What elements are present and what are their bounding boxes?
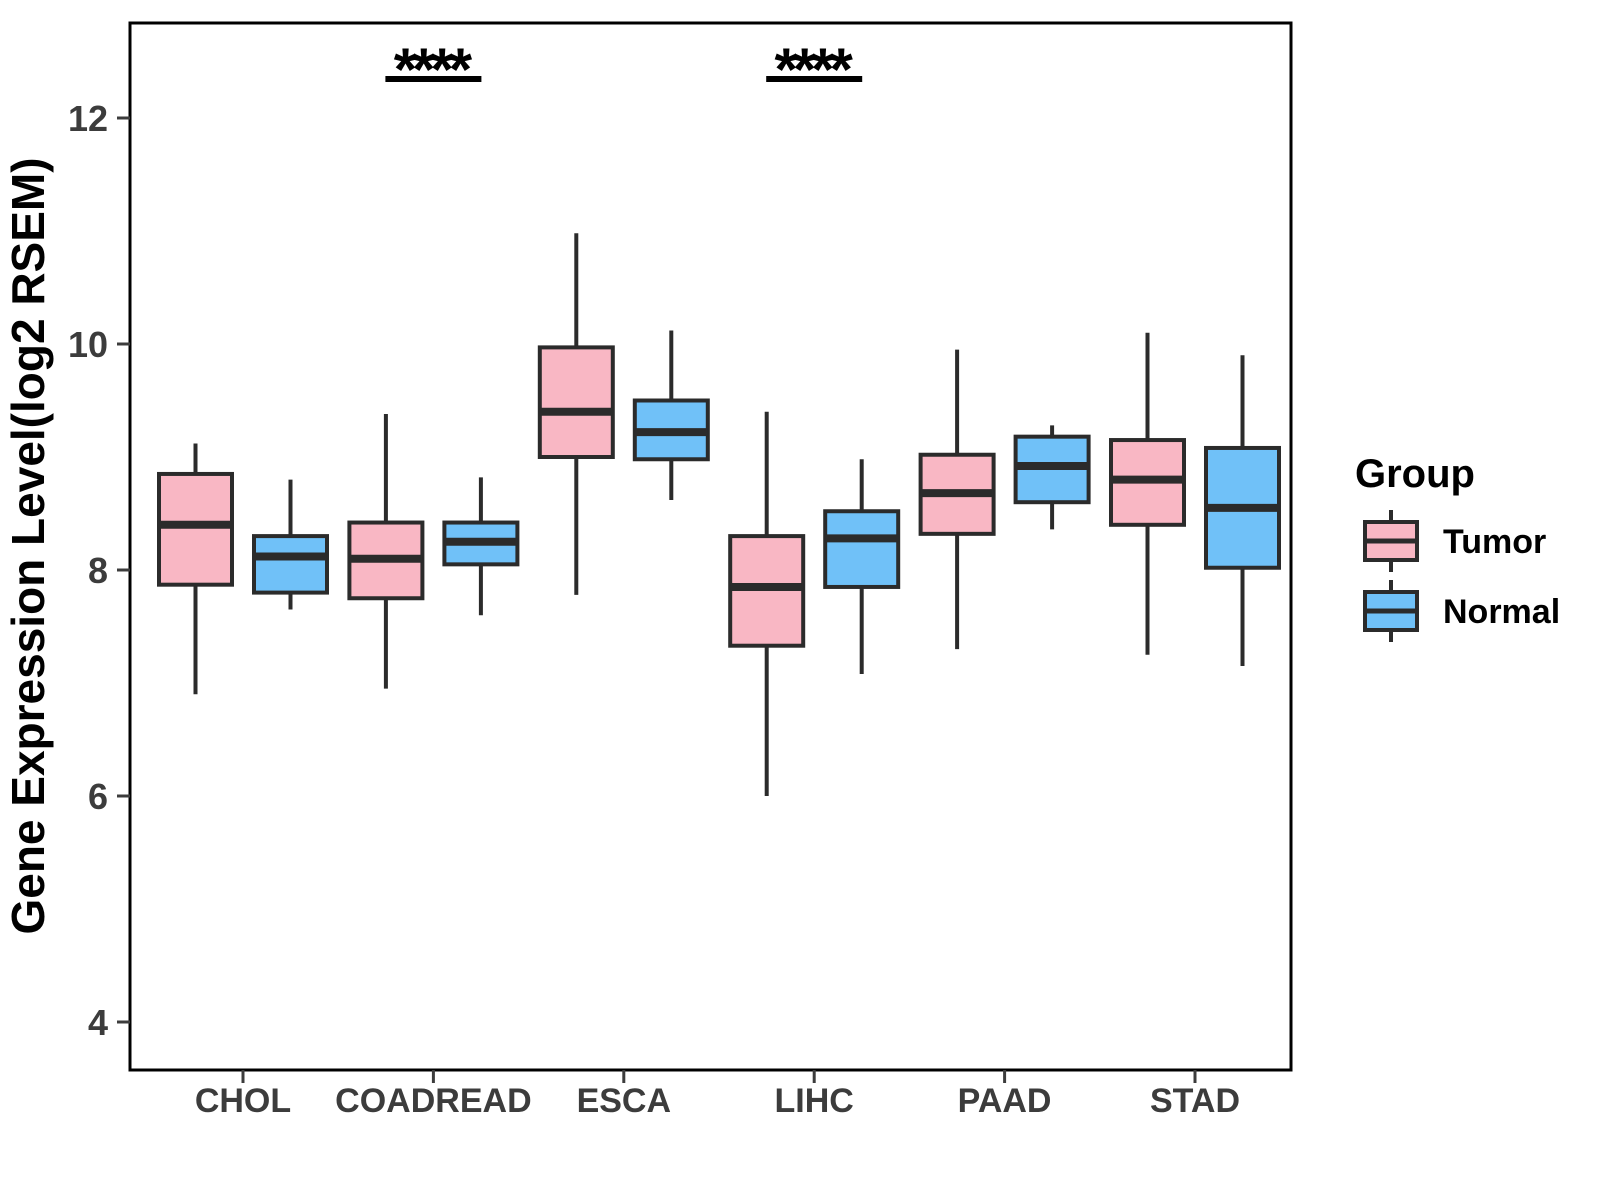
- iqr-box: [157, 471, 234, 587]
- iqr-box: [537, 345, 615, 460]
- y-tick-label: 10: [68, 324, 108, 365]
- y-tick-label: 6: [88, 776, 108, 817]
- significance-lihc: ****: [766, 36, 863, 103]
- x-tick-label-paad: PAAD: [958, 1082, 1052, 1120]
- box-normal-paad: [1013, 425, 1091, 530]
- x-tick-label-coadread: COADREAD: [335, 1082, 531, 1120]
- significance-bar: [766, 76, 863, 82]
- y-tick-label: 12: [68, 98, 108, 139]
- x-tick-label-esca: ESCA: [577, 1082, 671, 1120]
- box-normal-esca: [632, 330, 710, 500]
- box-normal-stad: [1204, 355, 1281, 667]
- significance-stars: ****: [774, 36, 853, 103]
- legend-label-normal: Normal: [1443, 593, 1560, 631]
- x-tick-label-chol: CHOL: [195, 1082, 291, 1120]
- x-tick-label-stad: STAD: [1150, 1082, 1240, 1120]
- legend-key-tumor: [1363, 510, 1419, 572]
- box-tumor-esca: [537, 233, 615, 595]
- y-tick-label: 4: [88, 1002, 108, 1043]
- x-tick-label-lihc: LIHC: [775, 1082, 854, 1120]
- panel-border: [128, 21, 1293, 1072]
- y-axis-title: Gene Expression Level(log2 RSEM): [2, 157, 54, 934]
- significance-stars: ****: [394, 36, 473, 103]
- box-normal-coadread: [442, 477, 520, 616]
- iqr-box: [252, 534, 329, 595]
- box-tumor-coadread: [347, 414, 425, 689]
- box-normal-chol: [252, 479, 329, 610]
- legend-key-normal: [1363, 580, 1419, 642]
- iqr-box: [823, 509, 901, 589]
- box-tumor-paad: [918, 349, 996, 650]
- significance-bar: [385, 76, 482, 82]
- box-tumor-stad: [1109, 332, 1186, 655]
- box-tumor-chol: [157, 443, 234, 695]
- legend-label-tumor: Tumor: [1443, 523, 1546, 561]
- y-tick-label: 8: [88, 550, 108, 591]
- box-normal-lihc: [823, 459, 901, 674]
- legend-title: Group: [1355, 452, 1475, 496]
- significance-coadread: ****: [385, 36, 482, 103]
- box-tumor-lihc: [728, 411, 806, 796]
